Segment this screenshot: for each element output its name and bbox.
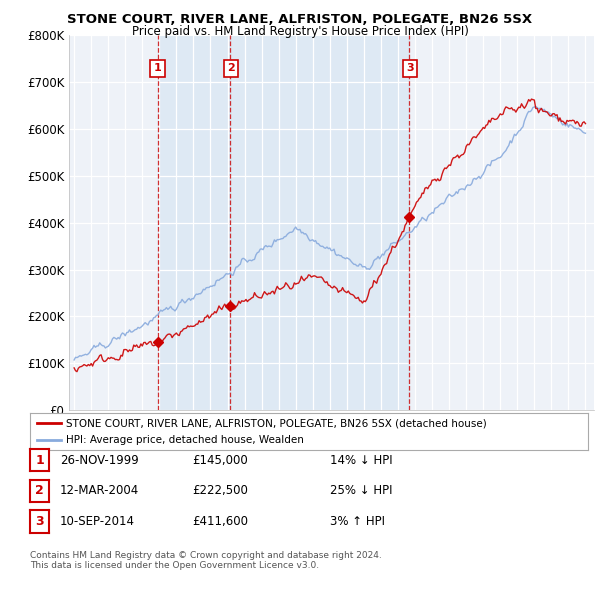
Text: 12-MAR-2004: 12-MAR-2004 — [60, 484, 139, 497]
Text: 14% ↓ HPI: 14% ↓ HPI — [330, 454, 392, 467]
Text: 3: 3 — [35, 515, 44, 528]
Text: 1: 1 — [154, 63, 161, 73]
Text: This data is licensed under the Open Government Licence v3.0.: This data is licensed under the Open Gov… — [30, 561, 319, 570]
Bar — [230, 35, 409, 410]
Text: £222,500: £222,500 — [192, 484, 248, 497]
Text: 3% ↑ HPI: 3% ↑ HPI — [330, 515, 385, 528]
Text: 3: 3 — [406, 63, 414, 73]
Text: £145,000: £145,000 — [192, 454, 248, 467]
Bar — [158, 35, 230, 410]
Text: STONE COURT, RIVER LANE, ALFRISTON, POLEGATE, BN26 5SX (detached house): STONE COURT, RIVER LANE, ALFRISTON, POLE… — [66, 418, 487, 428]
Text: Price paid vs. HM Land Registry's House Price Index (HPI): Price paid vs. HM Land Registry's House … — [131, 25, 469, 38]
Text: £411,600: £411,600 — [192, 515, 248, 528]
Text: 10-SEP-2014: 10-SEP-2014 — [60, 515, 135, 528]
Text: STONE COURT, RIVER LANE, ALFRISTON, POLEGATE, BN26 5SX: STONE COURT, RIVER LANE, ALFRISTON, POLE… — [67, 13, 533, 26]
Text: 2: 2 — [35, 484, 44, 497]
Text: Contains HM Land Registry data © Crown copyright and database right 2024.: Contains HM Land Registry data © Crown c… — [30, 552, 382, 560]
Text: 26-NOV-1999: 26-NOV-1999 — [60, 454, 139, 467]
Text: 1: 1 — [35, 454, 44, 467]
Text: 25% ↓ HPI: 25% ↓ HPI — [330, 484, 392, 497]
Text: 2: 2 — [227, 63, 235, 73]
Text: HPI: Average price, detached house, Wealden: HPI: Average price, detached house, Weal… — [66, 435, 304, 445]
